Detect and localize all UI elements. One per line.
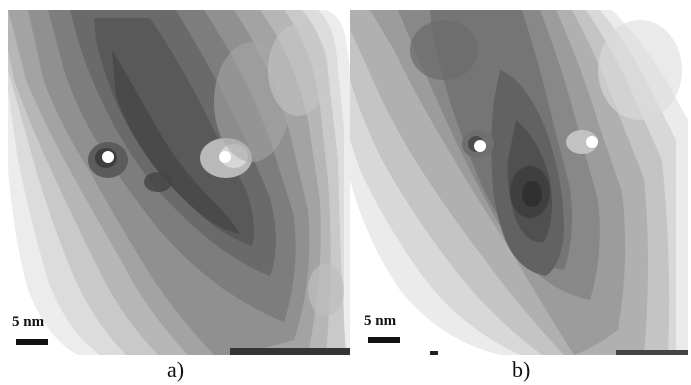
marker-dot-right-a — [219, 151, 231, 163]
scale-bar-label-a: 5 nm — [12, 314, 45, 330]
caption-panel-a: a) — [167, 357, 185, 382]
contour-map-panel-a: 5 nm — [8, 10, 350, 355]
scale-bar-a — [16, 339, 48, 345]
caption-panel-b: b) — [512, 357, 531, 382]
scale-bar-b — [368, 337, 400, 343]
marker-dot-left-a — [102, 151, 114, 163]
marker-dot-right-b — [586, 136, 598, 148]
marker-dot-left-b — [474, 140, 486, 152]
contour-map-a-image — [8, 10, 350, 355]
contour-map-b-image — [350, 10, 688, 355]
scale-bar-label-b: 5 nm — [364, 313, 397, 329]
contour-map-panel-b: 5 nm — [350, 10, 688, 355]
